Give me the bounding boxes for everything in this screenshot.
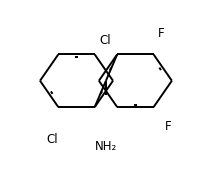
Text: F: F — [158, 27, 164, 40]
Text: Cl: Cl — [99, 34, 110, 47]
Text: F: F — [165, 120, 172, 133]
Text: NH₂: NH₂ — [94, 140, 117, 153]
Text: Cl: Cl — [47, 133, 58, 146]
